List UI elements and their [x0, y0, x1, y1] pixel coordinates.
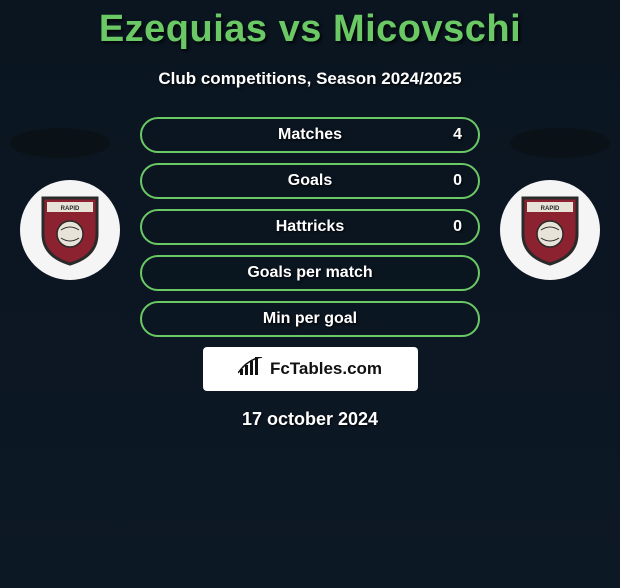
svg-text:RAPID: RAPID	[61, 206, 80, 212]
stat-label: Min per goal	[263, 310, 357, 328]
stat-row-matches: Matches 4	[140, 117, 480, 153]
brand-text: FcTables.com	[270, 359, 382, 379]
avatar-shadow-icon	[510, 128, 610, 158]
chart-bars-icon	[238, 357, 264, 382]
club-shield-icon: RAPID	[39, 194, 101, 266]
avatar-shadow-icon	[10, 128, 110, 158]
stat-row-goals: Goals 0	[140, 163, 480, 199]
club-right-badge: RAPID	[500, 180, 600, 280]
brand-box[interactable]: FcTables.com	[203, 347, 418, 391]
stat-value: 4	[453, 126, 462, 144]
club-shield-icon: RAPID	[519, 194, 581, 266]
club-left-badge: RAPID	[20, 180, 120, 280]
stat-label: Hattricks	[276, 218, 344, 236]
subtitle: Club competitions, Season 2024/2025	[0, 69, 620, 89]
stat-label: Matches	[278, 126, 342, 144]
svg-text:RAPID: RAPID	[541, 206, 560, 212]
stat-value: 0	[453, 218, 462, 236]
stat-value: 0	[453, 172, 462, 190]
date-label: 17 october 2024	[0, 409, 620, 430]
stat-label: Goals per match	[247, 264, 372, 282]
page-title: Ezequias vs Micovschi	[0, 8, 620, 51]
stat-row-goals-per-match: Goals per match	[140, 255, 480, 291]
stat-row-min-per-goal: Min per goal	[140, 301, 480, 337]
stats-container: Matches 4 Goals 0 Hattricks 0 Goals per …	[140, 117, 480, 337]
stat-label: Goals	[288, 172, 332, 190]
stat-row-hattricks: Hattricks 0	[140, 209, 480, 245]
